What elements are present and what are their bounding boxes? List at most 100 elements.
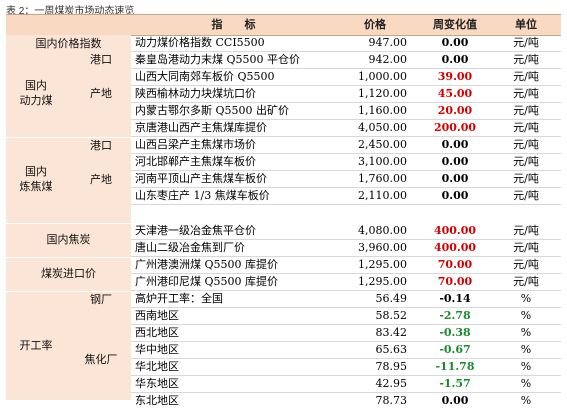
row-price: 3,960.00 xyxy=(358,241,407,254)
row-change: -2.78 xyxy=(439,309,471,322)
row-change: 0.00 xyxy=(441,53,469,66)
table-row: 广州港印尼煤 Q5500 库提价 1,295.00 70.00 元/吨 xyxy=(131,274,561,291)
row-price: 4,080.00 xyxy=(358,224,407,237)
row-unit: % xyxy=(520,343,532,356)
row-unit: % xyxy=(520,309,532,322)
label-steam-coal: 国内 动力煤 xyxy=(19,79,53,107)
row-change: 70.00 xyxy=(437,258,473,271)
row-name: 唐山二级冶金焦到厂价 xyxy=(135,241,245,254)
table-row: 陕西榆林动力块煤坑口价 1,120.00 45.00 元/吨 xyxy=(131,86,561,103)
table-row: 动力煤价格指数 CCI5500 947.00 0.00 元/吨 xyxy=(131,35,561,52)
row-unit: % xyxy=(520,377,532,390)
row-price: 1,160.00 xyxy=(358,104,407,117)
label-domestic-index: 国内价格指数 xyxy=(35,37,102,50)
row-name: 东北地区 xyxy=(135,394,179,407)
row-name: 高炉开工率：全国 xyxy=(135,292,223,305)
row-unit: 元/吨 xyxy=(513,138,539,151)
row-change: -0.67 xyxy=(439,343,471,356)
row-unit: 元/吨 xyxy=(513,241,539,254)
row-change: 400.00 xyxy=(433,224,477,237)
row-price: 78.73 xyxy=(375,394,408,407)
row-unit: 元/吨 xyxy=(513,275,539,288)
row-change: 0.00 xyxy=(441,394,469,407)
row-unit: % xyxy=(520,394,532,407)
header-price: 价格 xyxy=(364,18,386,31)
row-change: 45.00 xyxy=(437,87,473,100)
table-row: 山西吕梁产主焦煤市场价 2,450.00 0.00 元/吨 xyxy=(131,137,561,154)
row-price: 1,295.00 xyxy=(358,275,407,288)
group-coking-coal: 国内 炼焦煤 港口 产地 xyxy=(6,138,131,223)
row-name: 广州港澳洲煤 Q5500 库提价 xyxy=(135,258,279,271)
row-name: 河南平顶山产主焦煤车板价 xyxy=(135,172,267,185)
row-name: 天津港一级冶金焦平仓价 xyxy=(135,224,256,237)
row-price: 1,760.00 xyxy=(358,172,407,185)
label-port-2: 港口 xyxy=(90,139,112,152)
table-row: 广州港澳洲煤 Q5500 库提价 1,295.00 70.00 元/吨 xyxy=(131,257,561,274)
row-price: 2,450.00 xyxy=(358,138,407,151)
row-change: 0.00 xyxy=(441,189,469,202)
row-change: 200.00 xyxy=(433,121,477,134)
row-change: -11.78 xyxy=(435,360,475,373)
row-change: 0.00 xyxy=(441,172,469,185)
label-coking-plant: 焦化厂 xyxy=(84,353,118,366)
row-name: 华中地区 xyxy=(135,343,179,356)
row-price: 942.00 xyxy=(368,53,408,66)
row-name: 陕西榆林动力块煤坑口价 xyxy=(135,87,256,100)
table-row: 秦皇岛港动力末煤 Q5500 平仓价 942.00 0.00 元/吨 xyxy=(131,52,561,69)
group-import: 煤炭进口价 xyxy=(6,258,131,291)
row-name: 动力煤价格指数 CCI5500 xyxy=(135,36,265,49)
row-unit: 元/吨 xyxy=(513,121,539,134)
header-change: 周变化值 xyxy=(433,18,477,31)
table-row: 高炉开工率：全国 56.49 -0.14 % xyxy=(131,291,561,308)
row-change: -0.38 xyxy=(439,326,471,339)
table-row: 唐山二级冶金焦到厂价 3,960.00 400.00 元/吨 xyxy=(131,240,561,257)
table-row: 河北邯郸产主焦煤车板价 3,100.00 0.00 元/吨 xyxy=(131,154,561,171)
row-price: 1,120.00 xyxy=(358,87,407,100)
row-unit: 元/吨 xyxy=(513,224,539,237)
row-unit: 元/吨 xyxy=(513,258,539,271)
row-price: 78.95 xyxy=(375,360,408,373)
label-origin: 产地 xyxy=(90,87,112,100)
coal-market-table: 指 标 价格 周变化值 单位 国内价格指数 国内 动力煤 港口 产地 国内 炼焦… xyxy=(6,14,561,407)
table-row: 西北地区 83.42 -0.38 % xyxy=(131,325,561,342)
row-unit: 元/吨 xyxy=(513,53,539,66)
table-row: 内蒙古鄂尔多斯 Q5500 出矿价 1,160.00 20.00 元/吨 xyxy=(131,103,561,120)
row-price: 4,050.00 xyxy=(358,121,407,134)
table-row: 华北地区 78.95 -11.78 % xyxy=(131,359,561,376)
row-price: 1,000.00 xyxy=(358,70,407,83)
table-row: 京唐港山西产主焦煤库提价 4,050.00 200.00 元/吨 xyxy=(131,120,561,137)
row-price: 947.00 xyxy=(368,36,408,49)
row-price: 65.63 xyxy=(375,343,408,356)
group-steam-coal: 国内 动力煤 港口 产地 xyxy=(6,52,131,137)
row-price: 3,100.00 xyxy=(358,155,407,168)
row-name: 山东枣庄产 1/3 焦煤车板价 xyxy=(135,189,270,202)
table-caption: 表 2：一周煤炭市场动态速览 xyxy=(6,6,135,17)
table-header: 指 标 价格 周变化值 单位 xyxy=(6,14,561,36)
row-name: 山西吕梁产主焦煤市场价 xyxy=(135,138,256,151)
row-name: 山西大同南郊车板价 Q5500 xyxy=(135,70,275,83)
row-change: -0.14 xyxy=(439,292,471,305)
header-indicator: 指 标 xyxy=(211,18,256,31)
label-coking-coal: 国内 炼焦煤 xyxy=(19,165,53,193)
row-unit: 元/吨 xyxy=(513,87,539,100)
label-coke: 国内焦炭 xyxy=(46,233,91,246)
row-unit: 元/吨 xyxy=(513,155,539,168)
row-name: 广州港印尼煤 Q5500 库提价 xyxy=(135,275,279,288)
row-change: 39.00 xyxy=(437,70,473,83)
row-price: 83.42 xyxy=(375,326,408,339)
row-unit: % xyxy=(520,292,532,305)
row-price: 1,295.00 xyxy=(358,258,407,271)
row-unit: 元/吨 xyxy=(513,104,539,117)
table-row: 东北地区 78.73 0.00 % xyxy=(131,393,561,407)
row-unit: 元/吨 xyxy=(513,189,539,202)
row-name: 秦皇岛港动力末煤 Q5500 平仓价 xyxy=(135,53,301,66)
row-change: 400.00 xyxy=(433,241,477,254)
label-port: 港口 xyxy=(90,53,112,66)
group-coke: 国内焦炭 xyxy=(6,224,131,257)
label-import: 煤炭进口价 xyxy=(41,267,96,280)
table-row: 华东地区 42.95 -1.57 % xyxy=(131,376,561,393)
row-change: 20.00 xyxy=(437,104,473,117)
row-change: 0.00 xyxy=(441,138,469,151)
row-name: 京唐港山西产主焦煤库提价 xyxy=(135,121,267,134)
row-name: 西南地区 xyxy=(135,309,179,322)
